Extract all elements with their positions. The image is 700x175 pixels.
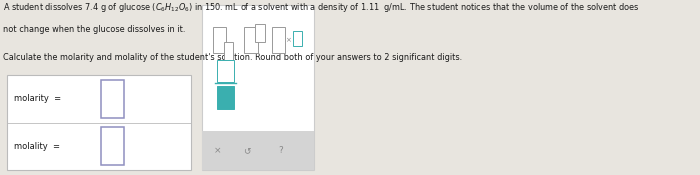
- Bar: [217, 86, 234, 109]
- Bar: [101, 127, 124, 165]
- Bar: [213, 27, 226, 53]
- Bar: [293, 31, 302, 46]
- Text: molarity  =: molarity =: [15, 94, 64, 103]
- Text: ×: ×: [214, 146, 221, 155]
- Text: ↺: ↺: [244, 146, 251, 155]
- Bar: [217, 60, 234, 82]
- Bar: [101, 80, 124, 118]
- Bar: [256, 24, 265, 41]
- Text: A student dissolves 7.4 g of glucose $(C_6H_{12}O_6)$ in 150. mL of a solvent wi: A student dissolves 7.4 g of glucose $(C…: [3, 1, 640, 14]
- Bar: [272, 27, 286, 53]
- Text: molality  =: molality =: [15, 142, 63, 151]
- Bar: [224, 42, 234, 60]
- Bar: [244, 27, 258, 53]
- Text: not change when the glucose dissolves in it.: not change when the glucose dissolves in…: [3, 25, 186, 34]
- Text: Calculate the molarity and molality of the student's solution. Round both of you: Calculate the molarity and molality of t…: [3, 52, 462, 61]
- Text: ?: ?: [278, 146, 283, 155]
- Text: ×: ×: [286, 37, 291, 43]
